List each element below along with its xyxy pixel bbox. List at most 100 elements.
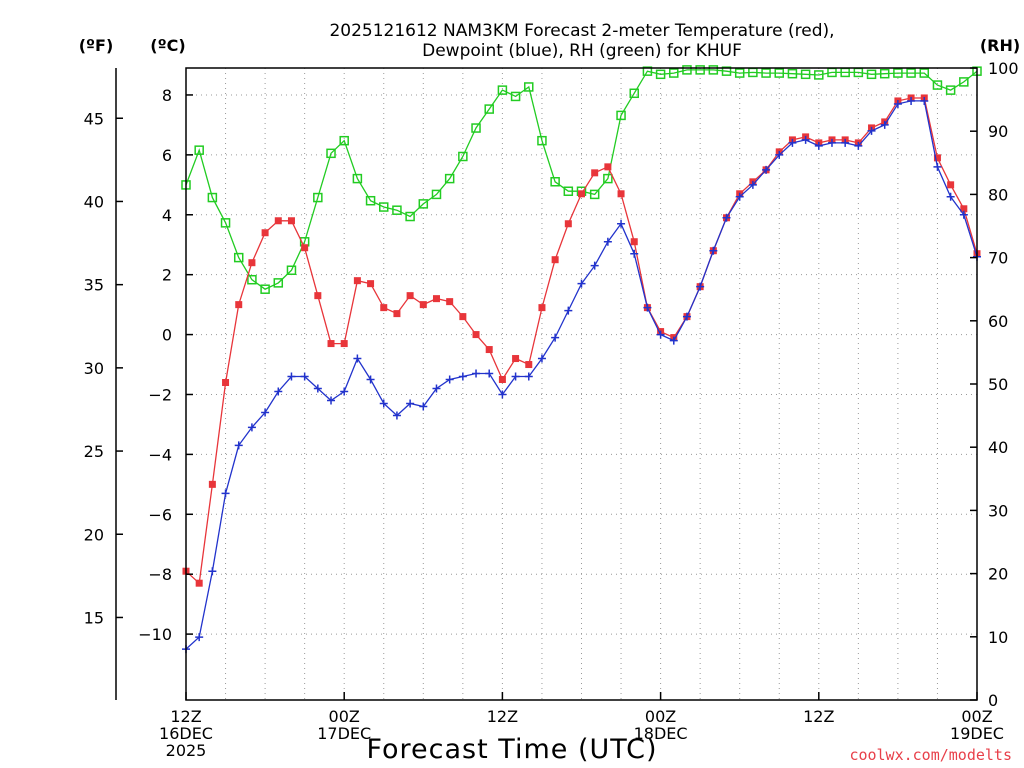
rh-tick-label: 80 <box>988 185 1008 204</box>
rh-point <box>550 177 560 187</box>
dewpoint-point <box>788 138 797 147</box>
rh-point <box>866 69 877 80</box>
celsius-tick-label: −2 <box>148 385 172 404</box>
temperature-line <box>185 97 978 585</box>
temperature-point <box>327 340 335 348</box>
chart-title-line-2: Dewpoint (blue), RH (green) for KHUF <box>422 41 742 61</box>
dewpoint-point <box>946 192 955 201</box>
dewpoint-point <box>617 219 626 228</box>
rh-point <box>734 68 745 78</box>
dewpoint-point <box>524 372 533 381</box>
dewpoint-point <box>801 135 810 144</box>
rh-point <box>392 205 402 215</box>
dewpoint-point <box>893 99 902 108</box>
dewpoint-point <box>709 246 718 255</box>
temperature-point <box>538 304 546 312</box>
dewpoint-point <box>392 411 401 420</box>
dewpoint-point <box>419 402 428 411</box>
temperature-point <box>353 277 361 285</box>
temperature-point <box>287 217 295 225</box>
rh-point <box>194 145 204 155</box>
temperature-point <box>933 154 941 162</box>
temperature-point <box>367 280 375 288</box>
rh-point <box>471 123 481 133</box>
rh-tick-label: 0 <box>988 691 998 710</box>
rh-point <box>814 70 824 80</box>
rh-point <box>418 199 429 209</box>
rh-point <box>379 202 389 212</box>
dewpoint-point <box>630 249 639 258</box>
x-axis-label: Forecast Time (UTC) <box>366 734 657 765</box>
celsius-tick-label: −4 <box>148 445 172 464</box>
rh-point <box>906 68 916 78</box>
rh-point <box>273 278 284 288</box>
temperature-point <box>947 181 955 189</box>
celsius-tick-label: 8 <box>162 86 172 105</box>
dewpoint-point <box>775 150 784 159</box>
temperature-point <box>630 238 638 246</box>
dewpoint-point <box>959 210 968 219</box>
rh-tick-label: 60 <box>988 312 1008 331</box>
temperature-point <box>393 310 401 318</box>
temperature-point <box>195 579 203 587</box>
celsius-tick-label: 2 <box>162 266 172 285</box>
temperature-point <box>274 217 282 225</box>
dewpoint-point <box>682 312 691 321</box>
temperature-point <box>380 304 388 312</box>
dewpoint-point <box>327 396 336 405</box>
dewpoint-point <box>195 633 204 642</box>
dewpoint-point <box>366 375 375 384</box>
dewpoint-point <box>920 96 929 105</box>
dewpoint-point <box>551 333 560 342</box>
temperature-point <box>301 244 309 252</box>
rh-point <box>589 189 600 200</box>
rh-tick-label: 30 <box>988 501 1008 520</box>
rh-point <box>313 192 323 203</box>
x-tick-label: 2025 <box>166 741 207 760</box>
dewpoint-point <box>287 372 296 381</box>
dewpoint-point <box>735 192 744 201</box>
dewpoint-point <box>564 306 573 315</box>
celsius-unit-label: (ºC) <box>150 36 185 55</box>
rh-point <box>510 91 521 102</box>
dewpoint-point <box>854 141 863 150</box>
rh-point <box>431 189 442 200</box>
chart-title-line-1: 2025121612 NAM3KM Forecast 2-meter Tempe… <box>329 21 834 41</box>
dewpoint-point <box>511 372 520 381</box>
celsius-tick-label: 0 <box>162 326 172 345</box>
fahrenheit-tick-label: 20 <box>84 525 104 544</box>
dewpoint-point <box>696 282 705 291</box>
temperature-point <box>498 376 506 384</box>
rh-point <box>800 69 811 80</box>
celsius-tick-label: −8 <box>148 565 172 584</box>
dewpoint-point <box>300 372 309 381</box>
temperature-point <box>960 205 968 213</box>
rh-point <box>326 148 336 159</box>
temperature-point <box>512 355 520 363</box>
dewpoint-point <box>537 354 546 363</box>
fahrenheit-tick-label: 40 <box>84 192 104 211</box>
rh-point <box>721 66 732 76</box>
dewpoint-point <box>643 303 652 312</box>
x-tick-label: 00Z <box>329 707 360 726</box>
rh-point <box>339 135 349 146</box>
dewpoint-point <box>748 180 757 189</box>
rh-tick-label: 40 <box>988 438 1008 457</box>
dewpoint-point <box>458 372 467 381</box>
rh-point <box>233 252 244 263</box>
x-tick-label: 12Z <box>803 707 834 726</box>
dewpoint-point <box>221 489 230 498</box>
x-tick-label: 00Z <box>961 707 992 726</box>
x-tick-label: 19DEC <box>950 724 1004 743</box>
temperature-point <box>551 256 559 264</box>
rh-point <box>629 88 639 99</box>
rh-point <box>365 195 376 206</box>
rh-point <box>260 284 270 294</box>
rh-point <box>655 69 666 80</box>
temperature-point <box>406 292 414 300</box>
dewpoint-point <box>933 162 942 171</box>
dewpoint-point <box>247 423 256 432</box>
grid-lines <box>186 68 977 700</box>
x-tick-label: 16DEC <box>159 724 213 743</box>
axes-labels: −10−8−6−4−202468152025303540450102030405… <box>84 59 1019 760</box>
